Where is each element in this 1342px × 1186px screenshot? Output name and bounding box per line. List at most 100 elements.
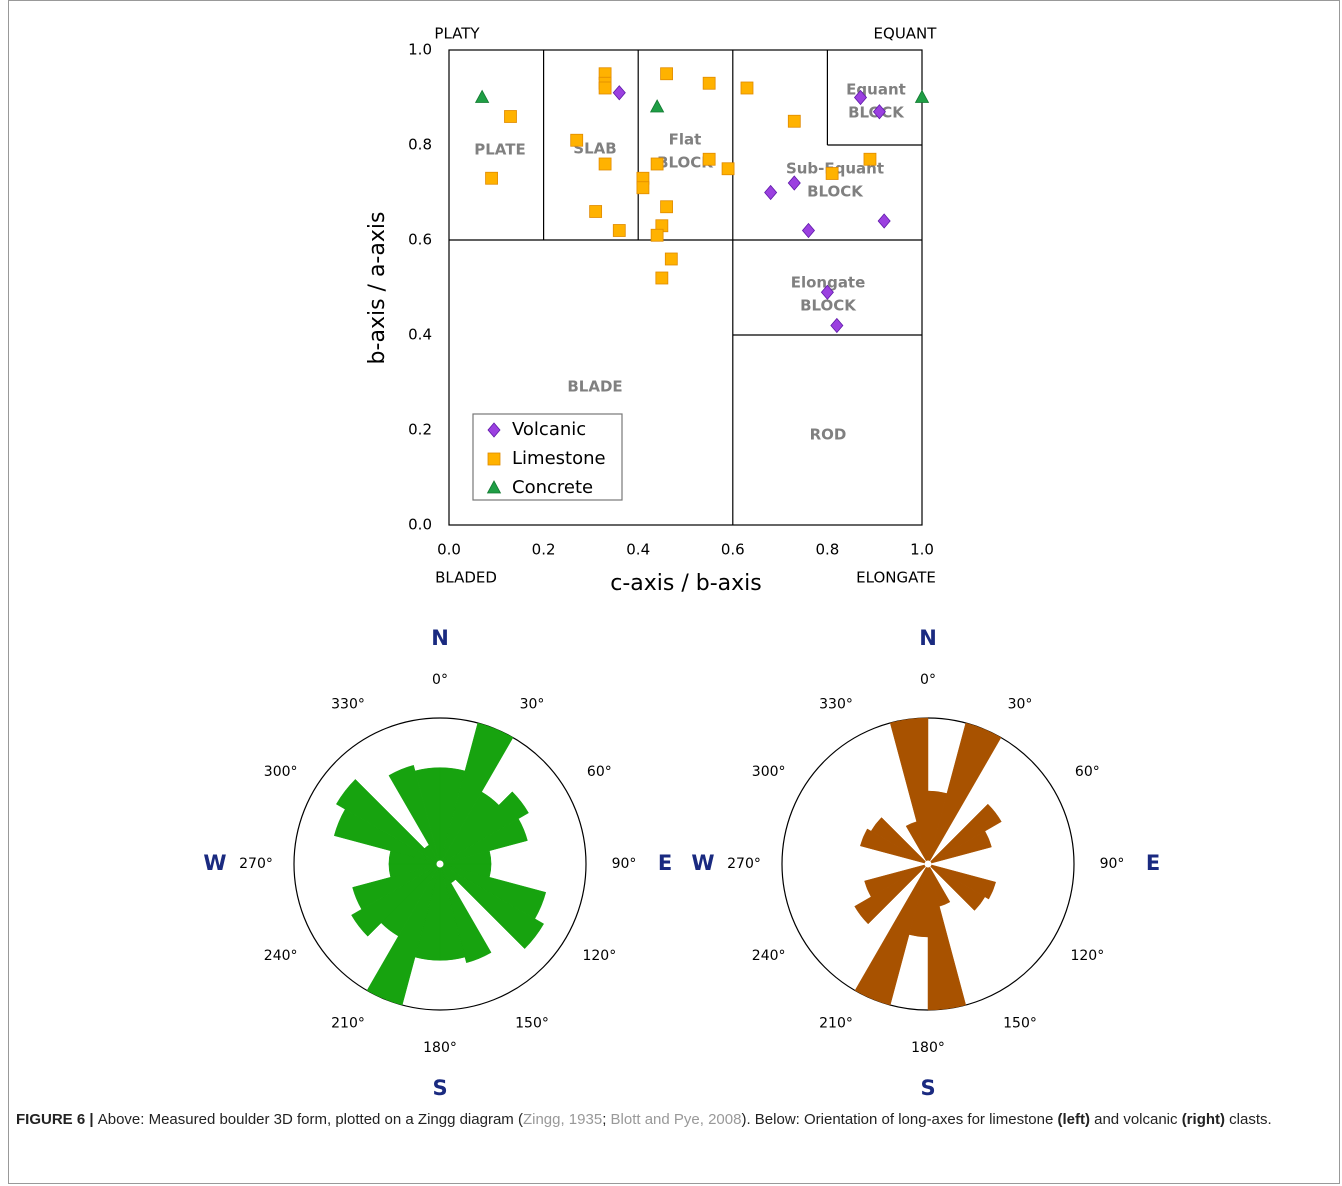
y-tick-label: 1.0 [408, 41, 432, 59]
corner-label: PLATY [434, 25, 480, 43]
caption-text: FIGURE 6 | [16, 1111, 98, 1128]
petal [889, 717, 929, 865]
point [787, 175, 801, 191]
angle-tick-label: 90° [612, 856, 637, 872]
angle-tick-label: 270° [727, 856, 761, 872]
angle-tick-label: 330° [819, 697, 853, 713]
legend-label: Limestone [512, 448, 606, 469]
caption-text[interactable]: Zingg, 1935 [522, 1111, 603, 1128]
plot-frame [448, 49, 923, 526]
petal [439, 863, 545, 950]
compass-label: N [431, 626, 449, 650]
point [504, 110, 517, 123]
figure-frame [8, 0, 1340, 1184]
point [820, 284, 834, 300]
angle-tick-label: 300° [752, 764, 786, 780]
y-tick-label: 0.8 [408, 136, 432, 154]
y-tick-label: 0.6 [408, 231, 432, 249]
petal [351, 863, 441, 937]
caption-text: ; [602, 1111, 611, 1128]
angle-tick-label: 150° [515, 1015, 549, 1031]
angle-tick-label: 210° [331, 1015, 365, 1031]
angle-tick-label: 240° [264, 948, 298, 964]
point [612, 224, 626, 237]
point [914, 89, 930, 103]
petal [927, 863, 967, 1011]
point [863, 152, 877, 166]
point [598, 81, 612, 95]
rose-center [436, 860, 444, 868]
compass-label: W [203, 851, 226, 875]
caption-text: clasts. [1225, 1111, 1272, 1128]
point [655, 271, 669, 285]
angle-tick-label: 180° [911, 1040, 945, 1056]
angle-tick-label: 30° [520, 697, 545, 713]
corner-label: EQUANT [874, 25, 938, 43]
caption-text: (left) [1057, 1111, 1090, 1128]
point [702, 152, 716, 166]
zone-label: BLADE [567, 378, 622, 396]
point [650, 157, 664, 171]
zone-label: BLOCK [807, 183, 864, 201]
zone-label: Equant [846, 81, 906, 99]
point [702, 76, 716, 90]
caption-text: and volcanic [1089, 1111, 1182, 1128]
point [877, 213, 891, 229]
angle-tick-label: 270° [239, 856, 273, 872]
point [649, 99, 665, 113]
caption-text: Above: Measured boulder 3D form, plotted… [97, 1111, 523, 1128]
petal [870, 817, 929, 865]
petal [860, 828, 929, 865]
x-tick-label: 1.0 [910, 541, 934, 559]
point [872, 104, 886, 120]
angle-tick-label: 120° [582, 948, 616, 964]
corner-label: ELONGATE [856, 569, 936, 587]
petal [439, 722, 514, 865]
petal [335, 778, 441, 865]
angle-tick-label: 0° [920, 672, 936, 688]
compass-label: S [920, 1076, 935, 1100]
angle-tick-label: 330° [331, 697, 365, 713]
zone-label: SLAB [573, 140, 616, 158]
caption-text: ). Below: Orientation of long-axes for l… [741, 1111, 1058, 1128]
compass-label: E [658, 851, 672, 875]
petal [352, 863, 441, 910]
point [721, 162, 735, 176]
x-axis-label: c-axis / b-axis [610, 571, 762, 596]
rose-center [924, 860, 932, 868]
petal [388, 764, 441, 865]
x-tick-label: 0.8 [815, 541, 839, 559]
point [589, 205, 603, 218]
point [660, 200, 673, 214]
petal [854, 863, 929, 1006]
angle-tick-label: 240° [752, 948, 786, 964]
angle-tick-label: 90° [1100, 856, 1125, 872]
petal [927, 803, 1002, 865]
x-tick-label: 0.4 [626, 541, 650, 559]
point [612, 85, 626, 101]
petal [854, 863, 929, 925]
angle-tick-label: 60° [587, 764, 612, 780]
angle-tick-label: 180° [423, 1040, 457, 1056]
angle-tick-label: 60° [1075, 764, 1100, 780]
angle-tick-label: 300° [264, 764, 298, 780]
angle-tick-label: 120° [1070, 948, 1104, 964]
legend-label: Volcanic [512, 419, 586, 440]
compass-label: S [432, 1076, 447, 1100]
point [764, 184, 778, 201]
angle-tick-label: 150° [1003, 1015, 1037, 1031]
point [598, 157, 612, 171]
petal [414, 767, 441, 865]
petal [927, 863, 986, 911]
petal [927, 863, 996, 900]
petal [927, 830, 992, 865]
point [853, 89, 868, 106]
compass-label: W [691, 851, 714, 875]
legend-label: Concrete [512, 477, 593, 498]
caption-text[interactable]: Blott and Pye, 2008 [610, 1111, 742, 1128]
point [830, 317, 844, 334]
zone-label: Flat [669, 131, 702, 149]
zone-label: ROD [810, 426, 847, 444]
angle-tick-label: 0° [432, 672, 448, 688]
